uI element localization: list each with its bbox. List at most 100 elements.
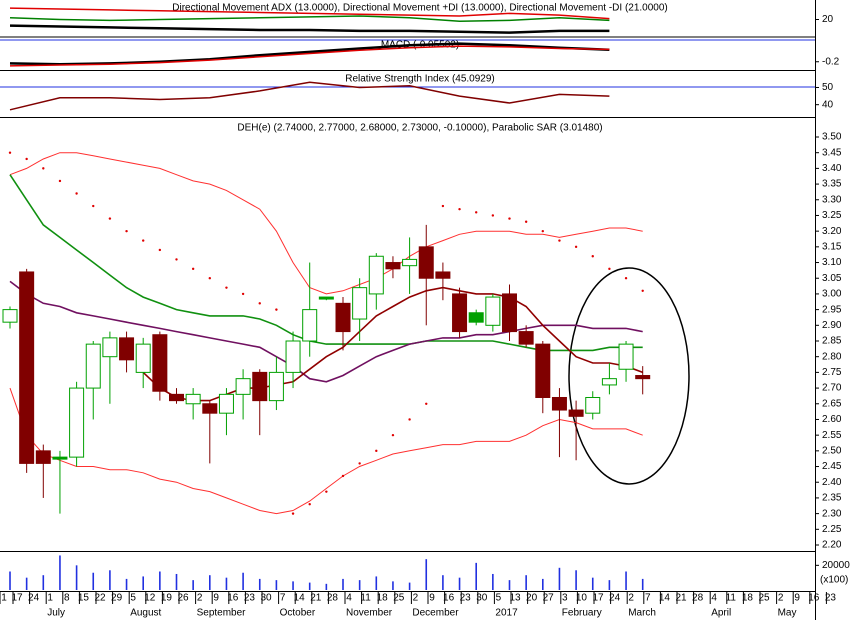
sar-dot — [275, 308, 278, 311]
y-tick-label: 2.95 — [822, 304, 842, 315]
y-tick-label: 2.50 — [822, 445, 842, 456]
candle-body — [235, 378, 251, 395]
x-tick-label: 30 — [476, 593, 488, 604]
volume-bar — [75, 565, 78, 590]
indicator-line — [9, 81, 610, 111]
x-tick-label: 7 — [280, 593, 286, 604]
indicator-line — [9, 24, 610, 34]
sar-dot — [191, 267, 195, 271]
candle-body — [218, 393, 234, 414]
candle-body — [485, 296, 501, 326]
overlay-line — [9, 280, 643, 383]
candle-body — [202, 403, 218, 414]
sar-dot — [58, 179, 62, 183]
month-label: September — [197, 608, 247, 619]
x-tick-label: 1 — [1, 593, 7, 604]
volume-bar — [25, 577, 28, 590]
x-tick-label: 22 — [94, 593, 106, 604]
candle-body — [601, 378, 617, 386]
sar-dot — [42, 167, 45, 170]
panel-title: Directional Movement ADX (13.0000), Dire… — [172, 3, 668, 14]
x-tick-label: 9 — [429, 593, 435, 604]
x-tick-label: 2 — [413, 593, 419, 604]
x-tick-label: 1 — [47, 593, 53, 604]
volume-bar — [425, 559, 428, 590]
indicator-line — [9, 42, 610, 66]
candle-body — [568, 409, 584, 417]
candle-body — [618, 343, 634, 370]
y-tick-label: 3.15 — [822, 241, 842, 252]
month-label: May — [778, 608, 797, 619]
sar-dot — [391, 433, 395, 437]
x-tick-label: 19 — [161, 593, 173, 604]
sar-dot — [308, 503, 311, 506]
volume-bar — [575, 570, 577, 590]
sar-dot — [341, 474, 345, 478]
candle-body — [285, 340, 301, 373]
y-tick-label: 2.65 — [822, 398, 842, 409]
y-tick-label: 20000 — [822, 560, 850, 571]
candle-body — [468, 312, 484, 323]
volume-bar — [408, 582, 411, 590]
volume-bar — [375, 576, 378, 590]
y-tick-label: 2.40 — [822, 477, 842, 488]
sar-dot — [358, 462, 361, 465]
indicator-line — [9, 15, 610, 23]
volume-bar — [59, 555, 61, 590]
volume-bar — [558, 567, 561, 590]
y-tick-label: 3.10 — [822, 257, 842, 268]
volume-bar — [159, 571, 161, 590]
candle-body — [19, 271, 35, 464]
candle-body — [518, 331, 534, 345]
candle-body — [352, 287, 368, 320]
y-tick-label: 2.85 — [822, 336, 842, 347]
candle-body — [135, 343, 151, 373]
y-tick-label: 2.60 — [822, 414, 842, 425]
candle-body — [318, 296, 334, 300]
volume-bar — [608, 580, 611, 590]
y-tick-label: 2.35 — [822, 493, 842, 504]
candle-body — [185, 393, 201, 405]
month-label: March — [628, 608, 656, 619]
y-tick-label: 3.40 — [822, 163, 842, 174]
x-tick-label: 15 — [78, 593, 90, 604]
x-tick-label: 13 — [509, 593, 521, 604]
x-tick-label: 11 — [726, 593, 737, 604]
sar-dot — [225, 286, 228, 289]
y-tick-label: 3.00 — [822, 289, 842, 300]
y-tick-label: 3.30 — [822, 194, 842, 205]
sar-dot — [241, 292, 245, 296]
x-tick-label: 11 — [360, 593, 371, 604]
y-tick-label: 2.55 — [822, 430, 842, 441]
x-tick-label: 23 — [460, 593, 472, 604]
y-tick-label: 3.35 — [822, 179, 842, 190]
candle-body — [102, 337, 118, 358]
x-tick-label: 21 — [675, 593, 687, 604]
x-tick-label: 16 — [227, 593, 239, 604]
y-tick-label: 2.30 — [822, 508, 842, 519]
volume-bar — [442, 575, 444, 590]
volume-bar — [125, 578, 128, 590]
sar-dot — [258, 302, 261, 305]
sar-dot — [92, 204, 95, 208]
y-tick-label: 3.45 — [822, 147, 842, 158]
candle-body — [535, 343, 551, 398]
volume-bar — [342, 578, 344, 590]
x-tick-label: 24 — [609, 593, 621, 604]
x-tick-label: 20 — [526, 593, 538, 604]
candle-body — [252, 371, 268, 402]
x-tick-label: 8 — [64, 593, 70, 604]
y-tick-label: 50 — [822, 82, 834, 93]
x-tick-label: 18 — [377, 593, 389, 604]
volume-bar — [142, 576, 144, 590]
y-tick-label: 2.25 — [822, 524, 842, 535]
x-tick-label: 24 — [28, 593, 40, 604]
volume-bar — [192, 580, 194, 590]
volume-bar — [292, 581, 294, 590]
candle-body — [85, 343, 101, 389]
candle-body — [418, 246, 434, 279]
candle-body — [335, 302, 351, 333]
sar-dot — [458, 207, 461, 211]
volume-bar — [92, 572, 95, 590]
sar-dot — [541, 229, 544, 233]
